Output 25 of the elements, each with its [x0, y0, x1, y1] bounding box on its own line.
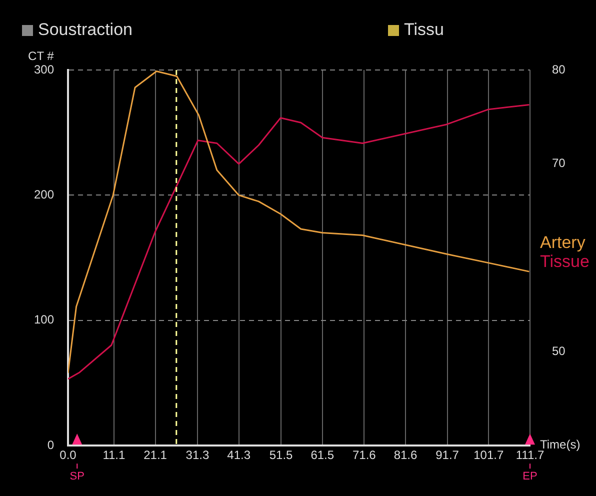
- y2-tick-label: 70: [552, 156, 566, 170]
- y-tick-label: 200: [34, 188, 54, 202]
- series-label: Artery: [540, 232, 586, 252]
- y-axis-title: CT #: [28, 49, 54, 63]
- x-tick-label: 101.7: [474, 448, 504, 462]
- ref-line-label: EP: [522, 470, 538, 483]
- text: Tissu: [404, 20, 444, 40]
- y-tick-label: 100: [34, 312, 54, 327]
- x-tick-label: 51.5: [269, 448, 294, 462]
- y-tick-label: 0: [47, 438, 54, 452]
- x-tick-label: 41.3: [227, 448, 251, 462]
- x-tick-label: 61.5: [310, 448, 334, 462]
- x-tick-label: 31.3: [186, 448, 210, 462]
- text: Soustraction: [38, 20, 132, 40]
- x-tick-label: 21.1: [144, 448, 168, 462]
- x-tick-label: 71.6: [352, 448, 376, 462]
- x-tick-label: 91.7: [436, 448, 460, 462]
- ref-line-label: SP: [70, 470, 84, 483]
- x-tick-label: 81.6: [394, 448, 418, 462]
- x-tick-label: 11.1: [102, 448, 126, 462]
- text: Tissue: [540, 252, 590, 271]
- x-tick-label: 0.0: [60, 448, 77, 462]
- y2-tick-label: 50: [552, 344, 566, 358]
- y-tick-label: 300: [34, 62, 54, 76]
- y2-tick-label: 80: [552, 62, 566, 76]
